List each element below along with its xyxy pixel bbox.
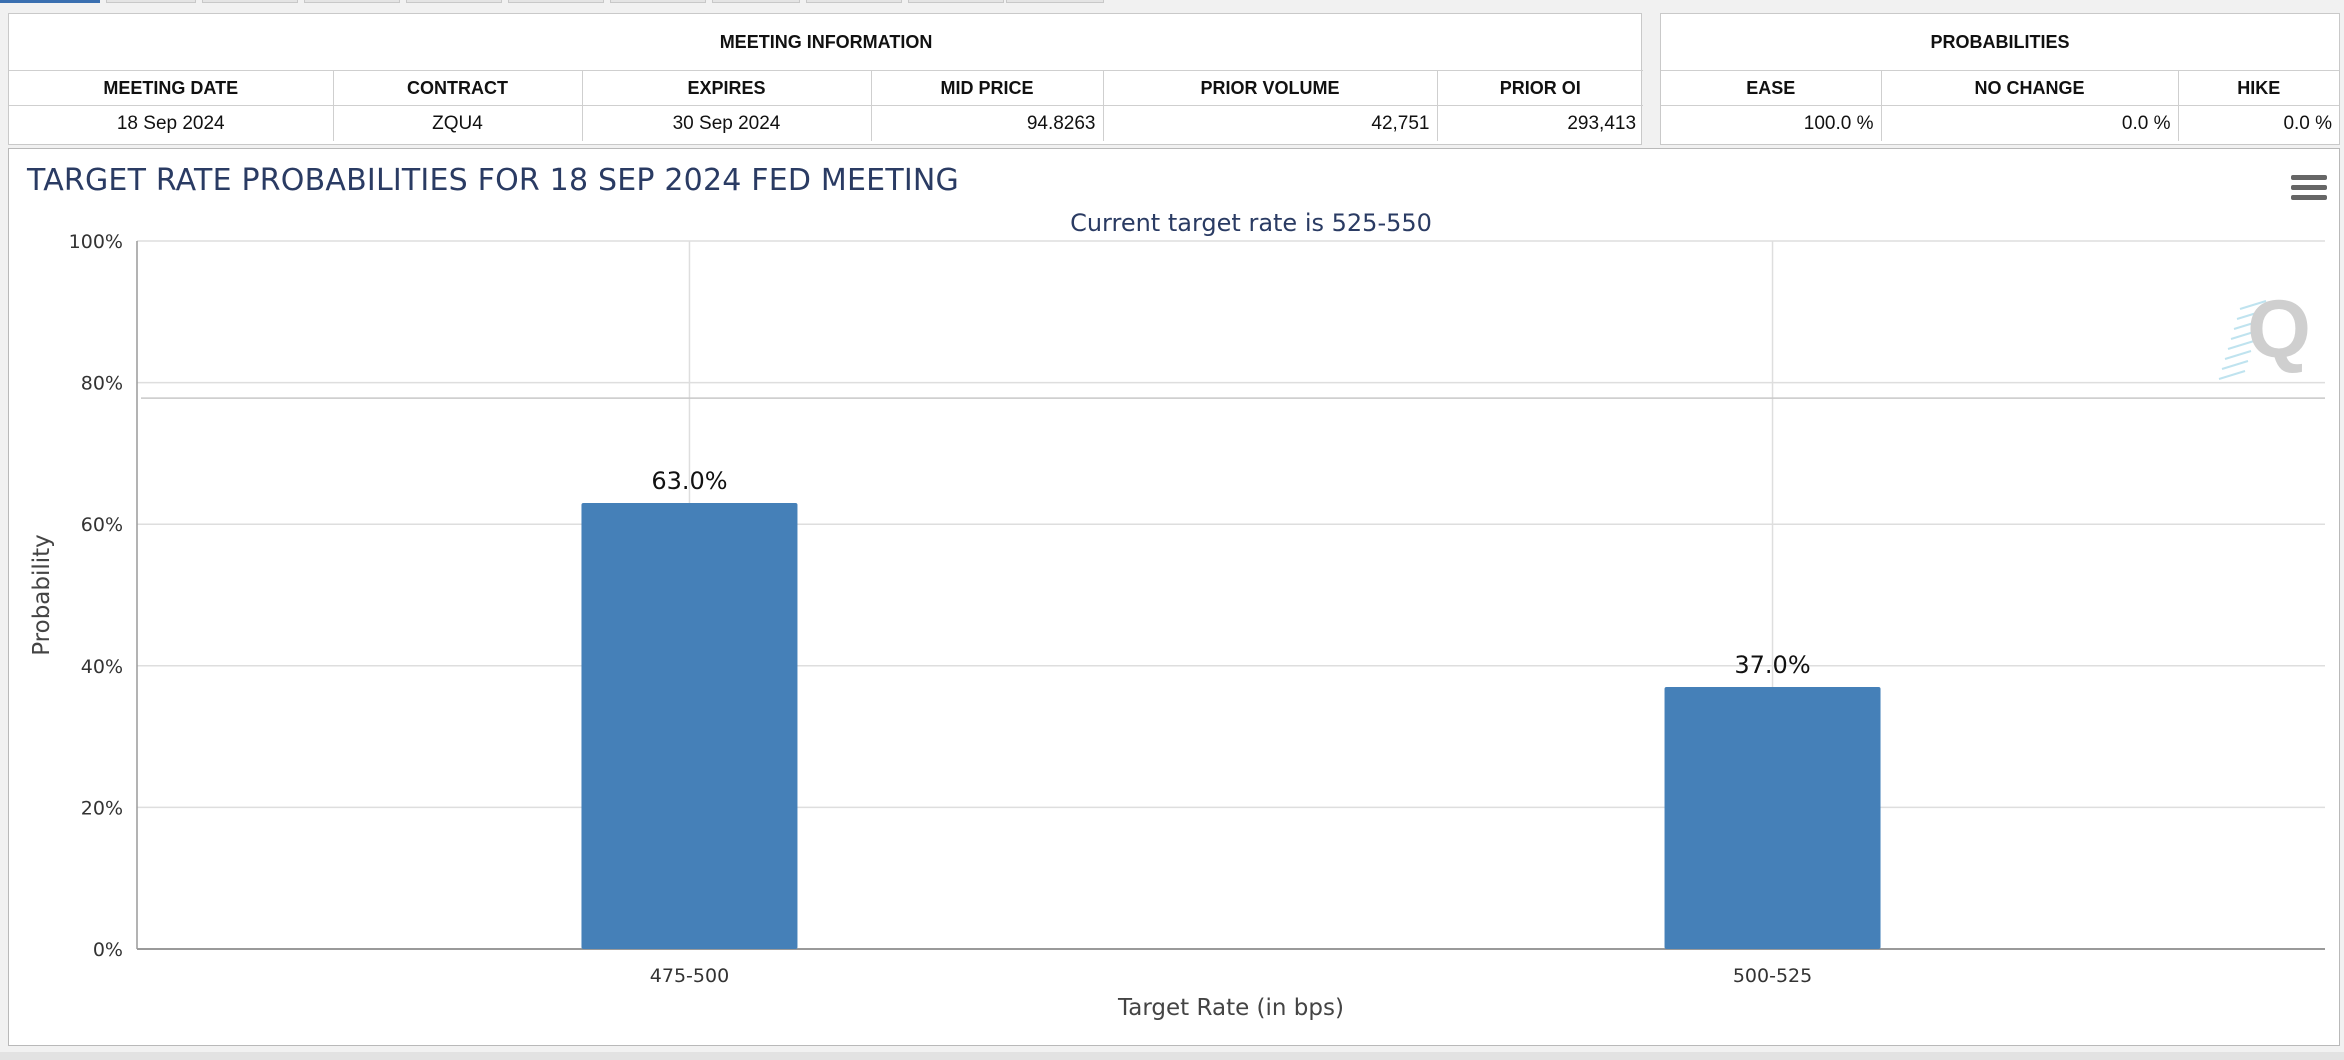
probabilities-panel: PROBABILITIES EASE NO CHANGE HIKE 100.0 … [1660,13,2340,145]
chart-panel: Current target rate is 525-550 0% 20% 40% 60… [8,148,2340,1046]
tab-10[interactable] [908,0,1004,3]
meeting-info-panel: MEETING INFORMATION MEETING DATE CONTRAC… [8,13,1644,145]
tab-9[interactable] [806,0,902,3]
tab-strip [0,0,2344,4]
tab-5[interactable] [406,0,502,3]
y-tick-label: 100% [69,231,123,253]
y-tick-label: 40% [81,656,123,678]
y-tick-label: 0% [93,939,123,961]
tab-2[interactable] [106,0,196,3]
x-tick-label: 500-525 [1733,965,1812,987]
target-rate-chart: Current target rate is 525-550 0% 20% 40% 60… [29,209,2325,1021]
svg-text:Q: Q [2247,284,2311,375]
y-axis-title: Probability [29,534,55,656]
y-tick-label: 20% [81,797,123,819]
col-mid-price: MID PRICE [871,70,1104,106]
cell-expires: 30 Sep 2024 [582,105,872,141]
col-prior-volume: PRIOR VOLUME [1103,70,1438,106]
col-contract: CONTRACT [333,70,583,106]
tab-3[interactable] [202,0,298,3]
col-no-change: NO CHANGE [1881,70,2179,106]
cell-ease: 100.0 % [1661,105,1882,141]
chart-subtitle: Current target rate is 525-550 [1070,209,1432,237]
col-ease: EASE [1661,70,1882,106]
bar-500-525 [1664,687,1881,949]
cell-hike: 0.0 % [2283,112,2333,134]
tab-6[interactable] [508,0,604,3]
data-label: 63.0% [651,467,727,495]
cell-mid-price: 94.8263 [871,105,1104,141]
hamburger-icon[interactable] [2291,175,2327,201]
x-axis-title: Target Rate (in bps) [1117,995,1344,1021]
tab-7[interactable] [610,0,706,3]
tab-8[interactable] [712,0,800,3]
cell-prior-oi: 293,413 [1567,112,1637,134]
cell-no-change: 0.0 % [1881,105,2179,141]
y-tick-label: 80% [81,373,123,395]
col-expires: EXPIRES [582,70,872,106]
probabilities-title: PROBABILITIES [1661,14,2340,71]
y-tick-label: 60% [81,514,123,536]
table-row: 18 Sep 2024 ZQU4 30 Sep 2024 94.8263 42,… [9,105,1643,141]
data-label: 37.0% [1734,651,1810,679]
meeting-info-title: MEETING INFORMATION [9,14,1644,71]
col-prior-oi: PRIOR OI [1437,70,1644,106]
probabilities-table: PROBABILITIES EASE NO CHANGE HIKE 100.0 … [1661,14,2340,141]
x-tick-label: 475-500 [650,965,729,987]
cell-meeting-date: 18 Sep 2024 [9,105,334,141]
meeting-info-table: MEETING INFORMATION MEETING DATE CONTRAC… [9,14,1644,141]
tab-4[interactable] [304,0,400,3]
tab-1[interactable] [0,0,100,3]
bottom-strip [0,1052,2344,1060]
bar-475-500 [581,502,798,949]
col-hike: HIKE [2178,70,2340,106]
table-row: 100.0 % 0.0 % 0.0 % [1661,105,2339,141]
chart-heading: TARGET RATE PROBABILITIES FOR 18 SEP 202… [27,163,959,198]
cell-contract: ZQU4 [333,105,583,141]
col-meeting-date: MEETING DATE [9,70,334,106]
tab-11[interactable] [1006,0,1104,3]
q-logo-icon: Q [2218,284,2311,380]
cell-prior-volume: 42,751 [1103,105,1438,141]
